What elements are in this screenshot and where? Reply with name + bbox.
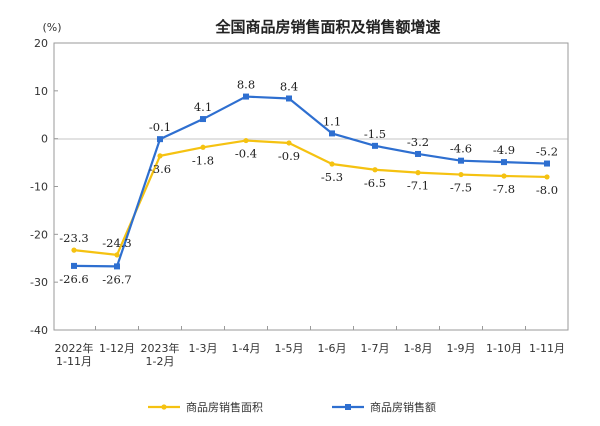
series-marker — [71, 247, 77, 253]
series-marker — [544, 160, 550, 167]
series-marker — [415, 170, 421, 176]
series-marker — [329, 161, 335, 167]
y-tick-label: 10 — [34, 85, 48, 98]
y-tick-label: -10 — [30, 181, 48, 194]
y-tick-label: -30 — [30, 276, 48, 289]
data-label: -0.4 — [235, 147, 257, 161]
x-tick-label: 1-2月 — [146, 355, 175, 368]
series-marker — [114, 263, 120, 270]
data-label: 4.1 — [194, 100, 212, 114]
series-marker — [286, 140, 292, 146]
series-marker — [243, 137, 249, 144]
series-marker — [372, 167, 378, 173]
x-tick-label: 1-11月 — [529, 342, 565, 355]
data-label: 8.4 — [280, 79, 298, 93]
x-tick-label: 1-7月 — [361, 342, 390, 355]
legend-marker — [345, 404, 351, 410]
data-label: -0.9 — [278, 149, 300, 163]
data-label: -23.3 — [59, 231, 89, 245]
data-label: -4.9 — [493, 143, 515, 157]
data-label: 1.1 — [323, 114, 341, 128]
data-label: -7.8 — [493, 182, 515, 196]
data-label: -7.1 — [407, 179, 429, 193]
data-label: -3.6 — [149, 162, 171, 176]
data-label: -3.2 — [407, 135, 429, 149]
chart-title: 全国商品房销售面积及销售额增速 — [214, 18, 440, 36]
data-label: -4.6 — [450, 142, 472, 156]
series-marker — [458, 157, 464, 164]
legend-label: 商品房销售额 — [370, 400, 436, 414]
data-label: 8.8 — [237, 78, 255, 92]
y-tick-label: 20 — [34, 37, 48, 50]
y-axis: 20 10 0 -10 -20 -30 -40 — [30, 37, 58, 337]
series-marker — [157, 136, 163, 143]
x-tick-label: 1-4月 — [232, 342, 261, 355]
series-group — [71, 93, 550, 270]
series-marker — [71, 262, 77, 269]
series-marker — [200, 144, 206, 150]
x-tick-label: 1-9月 — [447, 342, 476, 355]
data-label: -1.5 — [364, 127, 386, 141]
x-tick-label: 1-5月 — [275, 342, 304, 355]
series-marker — [544, 174, 550, 180]
plot-frame — [53, 42, 569, 331]
series-marker — [157, 153, 163, 159]
data-labels: -23.3 -24.3 -3.6 -1.8 -0.4 -0.9 -5.3 -6.5 -7.1 -7… — [59, 78, 558, 287]
x-tick-label: 2022年 — [55, 341, 94, 355]
x-tick-label: 1-12月 — [99, 342, 135, 355]
x-tick-label: 1-10月 — [486, 342, 522, 355]
y-tick-label: 0 — [41, 133, 48, 146]
x-tick-label: 1-3月 — [189, 342, 218, 355]
series-line — [73, 95, 548, 268]
series-marker — [415, 150, 421, 157]
data-label: -24.3 — [102, 236, 132, 250]
series-marker — [200, 116, 206, 123]
legend: 商品房销售面积 商品房销售额 — [148, 400, 436, 414]
x-tick-label: 2023年 — [141, 341, 180, 355]
data-label: -6.5 — [364, 176, 386, 190]
data-label: -5.3 — [321, 170, 343, 184]
x-tick-label: 1-6月 — [318, 342, 347, 355]
series-marker — [501, 159, 507, 166]
series-marker — [114, 252, 120, 258]
data-label: -26.7 — [102, 272, 132, 286]
x-tick-label: 1-11月 — [56, 355, 92, 368]
series-marker — [501, 173, 507, 179]
data-label: -1.8 — [192, 153, 214, 167]
series-marker — [329, 130, 335, 137]
data-label: -8.0 — [536, 183, 558, 197]
x-tick-label: 1-8月 — [404, 342, 433, 355]
unit-label: (%) — [42, 21, 61, 34]
data-label: -26.6 — [59, 272, 89, 286]
series-marker — [372, 142, 378, 149]
series-marker — [458, 171, 464, 178]
series-marker — [286, 95, 292, 102]
series-marker — [243, 93, 249, 100]
y-tick-label: -20 — [30, 228, 48, 241]
legend-marker — [161, 404, 167, 410]
data-label: -7.5 — [450, 181, 472, 195]
data-label: -5.2 — [536, 145, 558, 159]
y-tick-label: -40 — [30, 324, 48, 337]
data-label: -0.1 — [149, 120, 171, 134]
series-line — [73, 139, 548, 257]
legend-label: 商品房销售面积 — [186, 400, 263, 414]
